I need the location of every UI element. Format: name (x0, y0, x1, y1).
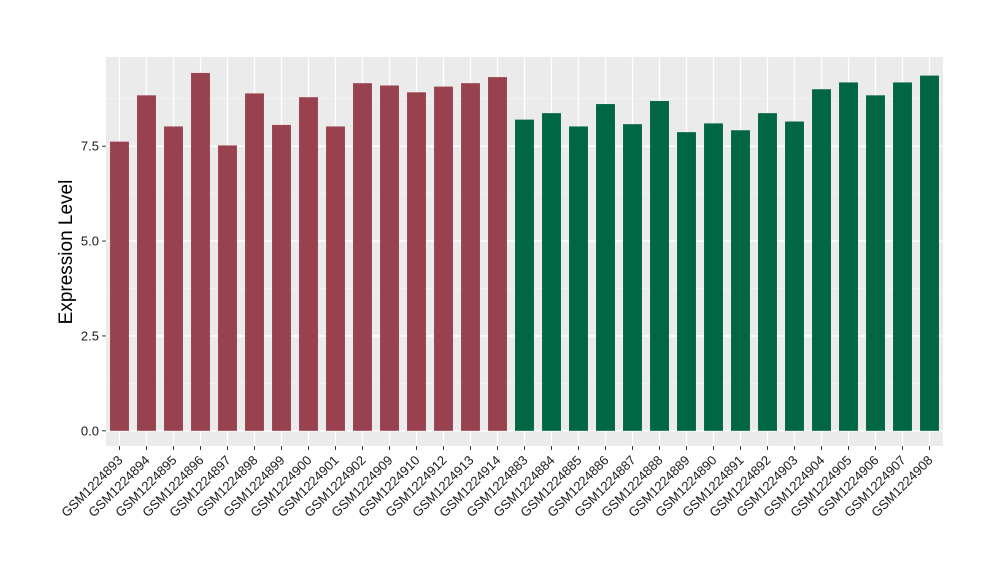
bar (704, 123, 723, 431)
bar (461, 83, 480, 431)
bar (623, 124, 642, 431)
bar (569, 126, 588, 431)
bar (299, 97, 318, 431)
bar (812, 89, 831, 431)
y-tick-label: 0.0 (81, 423, 99, 438)
bar (893, 82, 912, 431)
bar (110, 141, 129, 431)
bar (920, 75, 939, 431)
bar (434, 86, 453, 431)
bar (785, 121, 804, 431)
y-tick-label: 2.5 (81, 328, 99, 343)
y-axis-title: Expression Level (56, 180, 77, 325)
bar (191, 72, 210, 431)
bar (515, 119, 534, 431)
bar (272, 124, 291, 431)
y-axis: 0.0 2.5 5.0 7.5 (81, 139, 106, 438)
bar (245, 93, 264, 431)
bar (677, 132, 696, 431)
y-tick-label: 7.5 (81, 139, 99, 154)
bar (380, 85, 399, 431)
bar (596, 104, 615, 431)
x-axis: GSM1224893GSM1224894GSM1224895GSM1224896… (58, 446, 936, 520)
bar (731, 130, 750, 431)
bars (110, 72, 939, 431)
bar (488, 77, 507, 431)
bar (650, 101, 669, 431)
bar (218, 145, 237, 431)
bar (542, 113, 561, 431)
bar (326, 126, 345, 431)
y-tick-label: 5.0 (81, 234, 99, 249)
bar (164, 126, 183, 431)
bar (839, 82, 858, 431)
bar (866, 95, 885, 431)
bar (137, 95, 156, 431)
bar (353, 83, 372, 431)
bar (407, 92, 426, 431)
bar (758, 113, 777, 431)
